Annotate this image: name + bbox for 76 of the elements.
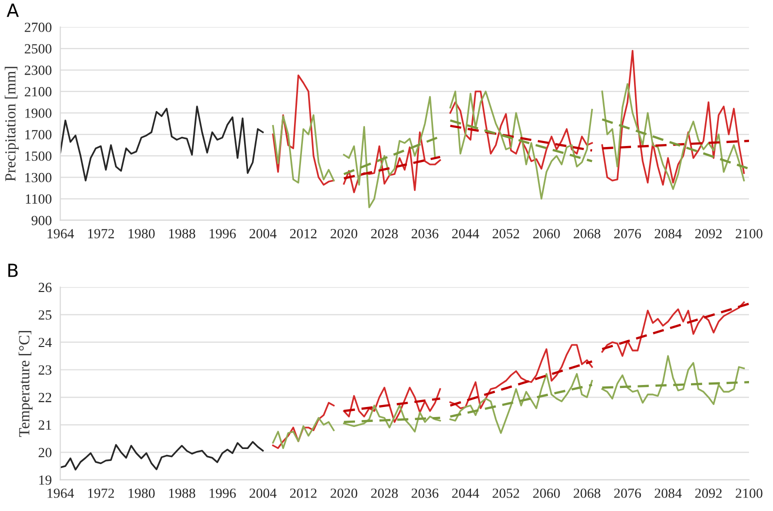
y-tick-label: 900 — [32, 216, 52, 226]
y-tick-label: 1900 — [25, 108, 52, 118]
x-tick-label: 1988 — [169, 488, 196, 498]
y-tick-label: 1500 — [25, 151, 52, 161]
y-tick-label: 1300 — [25, 172, 52, 182]
x-tick-label: 2020 — [330, 488, 358, 498]
line-series — [601, 355, 745, 405]
y-axis-title: Temperature [°C] — [18, 331, 33, 437]
x-tick-label: 2100 — [736, 228, 762, 238]
line-series — [449, 90, 593, 170]
x-tick-label: 2092 — [695, 488, 722, 498]
x-tick-label: 2012 — [290, 488, 317, 498]
line-series — [449, 373, 593, 434]
x-tick-label: 2052 — [492, 228, 520, 238]
y-tick-label: 20 — [38, 448, 52, 458]
x-tick-label: 2068 — [574, 488, 600, 498]
line-series — [272, 74, 335, 186]
y-tick-label: 23 — [38, 365, 52, 375]
x-tick-label: 2036 — [412, 488, 438, 498]
x-tick-label: 2044 — [452, 488, 480, 498]
x-tick-label: 2084 — [654, 228, 682, 238]
line-series — [449, 90, 593, 200]
x-tick-label: 2060 — [533, 488, 560, 498]
line-series — [601, 301, 745, 357]
y-tick-label: 22 — [38, 392, 52, 402]
x-tick-label: 1964 — [48, 488, 74, 498]
x-tick-label: 2028 — [371, 488, 398, 498]
y-axis-title: Precipitation [mm] — [4, 66, 19, 182]
x-tick-label: 2036 — [412, 228, 438, 238]
x-tick-label: 2020 — [330, 228, 358, 238]
chart-title: B — [8, 264, 18, 277]
x-tick-label: 1972 — [88, 488, 114, 498]
x-tick-label: 2012 — [290, 228, 317, 238]
x-tick-label: 1996 — [210, 488, 236, 498]
line-series — [601, 50, 745, 186]
line-series — [272, 417, 335, 450]
y-tick-label: 21 — [38, 420, 52, 430]
y-tick-label: 1700 — [25, 130, 52, 140]
y-tick-label: 26 — [38, 282, 52, 292]
x-tick-label: 2004 — [250, 488, 277, 498]
line-series — [272, 402, 335, 450]
y-tick-label: 2700 — [24, 22, 52, 32]
x-tick-label: 2004 — [250, 228, 277, 238]
x-tick-label: 1964 — [48, 229, 74, 238]
y-tick-label: 1100 — [26, 194, 52, 204]
x-tick-label: 2076 — [614, 488, 641, 498]
line-series — [343, 404, 441, 432]
y-tick-label: 24 — [38, 338, 52, 348]
y-tick-label: 2500 — [24, 44, 52, 54]
line-series — [343, 386, 441, 423]
x-tick-label: 2068 — [574, 228, 600, 238]
x-tick-label: 2092 — [695, 228, 722, 238]
y-tick-label: 25 — [38, 310, 52, 320]
line-series — [60, 441, 264, 470]
line-series — [343, 96, 436, 208]
x-tick-label: 2052 — [492, 488, 520, 498]
x-tick-label: 1980 — [128, 488, 155, 498]
y-tick-label: 19 — [39, 475, 52, 485]
chart-title: A — [6, 4, 19, 17]
line-series — [343, 131, 441, 194]
x-tick-label: 1996 — [210, 229, 236, 238]
y-tick-label: 2100 — [24, 87, 52, 96]
x-tick-label: 2100 — [736, 488, 762, 498]
line-series — [449, 344, 593, 410]
x-tick-label: 1972 — [88, 229, 114, 238]
x-tick-label: 2076 — [614, 228, 641, 238]
x-tick-label: 2028 — [371, 228, 398, 238]
x-tick-label: 2044 — [452, 228, 480, 238]
line-series — [601, 83, 745, 190]
line-series — [60, 106, 264, 182]
x-tick-label: 1980 — [128, 228, 155, 238]
x-tick-label: 2060 — [533, 228, 560, 238]
x-tick-label: 1988 — [169, 228, 196, 238]
x-tick-label: 2084 — [654, 488, 682, 498]
line-series — [272, 114, 335, 184]
y-tick-label: 2300 — [24, 66, 52, 75]
